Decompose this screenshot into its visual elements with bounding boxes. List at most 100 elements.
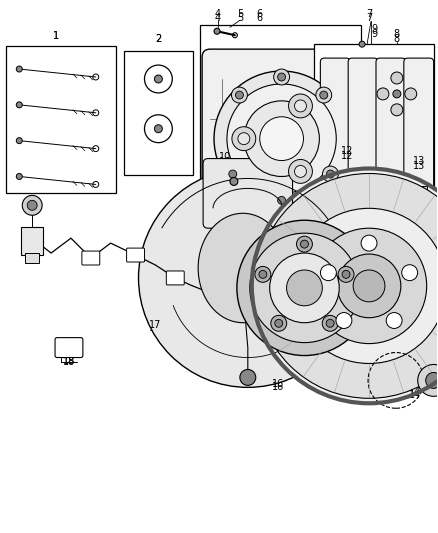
FancyBboxPatch shape	[127, 248, 145, 262]
Text: 17: 17	[149, 322, 162, 333]
Circle shape	[320, 91, 328, 99]
FancyBboxPatch shape	[320, 58, 350, 196]
FancyBboxPatch shape	[203, 158, 293, 228]
Circle shape	[275, 319, 283, 327]
Ellipse shape	[198, 213, 288, 322]
Text: 10: 10	[219, 157, 231, 166]
Circle shape	[274, 69, 290, 85]
Text: 4: 4	[215, 13, 221, 23]
Text: 13: 13	[413, 156, 425, 166]
Text: 12: 12	[341, 151, 353, 160]
Text: 16: 16	[272, 382, 284, 392]
Bar	[200, 25, 361, 230]
Circle shape	[27, 200, 37, 211]
Circle shape	[289, 159, 312, 183]
Circle shape	[225, 166, 241, 182]
Circle shape	[300, 240, 308, 248]
Text: 6: 6	[257, 9, 263, 19]
Circle shape	[214, 71, 349, 206]
Text: 15: 15	[323, 340, 336, 350]
Bar	[327, 187, 343, 198]
Bar	[124, 51, 193, 175]
Text: 15: 15	[323, 343, 336, 352]
Circle shape	[257, 173, 438, 398]
Text: 14: 14	[409, 387, 421, 397]
Circle shape	[338, 266, 354, 282]
Text: 2: 2	[155, 34, 162, 44]
Text: 18: 18	[63, 358, 75, 367]
Circle shape	[16, 138, 22, 144]
Text: 2: 2	[155, 34, 162, 44]
Text: 10: 10	[219, 151, 231, 161]
Circle shape	[294, 165, 307, 177]
Circle shape	[391, 72, 403, 84]
Text: 11: 11	[273, 151, 286, 161]
Circle shape	[311, 228, 427, 344]
Circle shape	[270, 253, 339, 322]
Text: 11: 11	[273, 157, 286, 166]
Circle shape	[359, 41, 365, 47]
Text: 1: 1	[53, 31, 59, 41]
Circle shape	[342, 270, 350, 278]
Text: 6: 6	[257, 13, 263, 23]
Text: 8: 8	[394, 34, 400, 44]
Circle shape	[418, 365, 438, 397]
Bar	[314, 44, 434, 203]
Circle shape	[244, 101, 319, 176]
Circle shape	[236, 91, 244, 99]
Circle shape	[278, 196, 286, 204]
Circle shape	[259, 270, 267, 278]
Text: 7: 7	[366, 13, 372, 23]
Text: 9: 9	[371, 29, 377, 39]
Circle shape	[278, 73, 286, 81]
Circle shape	[16, 173, 22, 180]
Text: 9: 9	[371, 24, 377, 34]
Circle shape	[336, 312, 352, 328]
Text: 5: 5	[237, 9, 243, 19]
Circle shape	[337, 254, 401, 318]
Circle shape	[271, 316, 287, 331]
Circle shape	[214, 28, 220, 34]
Text: 14: 14	[409, 390, 421, 400]
FancyBboxPatch shape	[404, 58, 434, 196]
Circle shape	[377, 88, 389, 100]
Circle shape	[232, 87, 247, 103]
Circle shape	[322, 166, 339, 182]
FancyBboxPatch shape	[202, 49, 361, 228]
Circle shape	[361, 235, 377, 251]
Text: 5: 5	[237, 13, 243, 23]
Circle shape	[321, 265, 336, 281]
Circle shape	[232, 127, 256, 151]
Bar	[355, 187, 371, 198]
Circle shape	[229, 170, 237, 178]
Circle shape	[16, 66, 22, 72]
Text: 17: 17	[149, 320, 162, 330]
Circle shape	[391, 104, 403, 116]
Circle shape	[237, 220, 372, 356]
Text: 13: 13	[413, 160, 425, 171]
Circle shape	[294, 100, 307, 112]
Circle shape	[255, 266, 271, 282]
Circle shape	[386, 312, 402, 328]
Circle shape	[230, 177, 238, 185]
Bar	[411, 187, 427, 198]
Text: 4: 4	[215, 9, 221, 19]
Circle shape	[326, 170, 334, 178]
FancyBboxPatch shape	[82, 251, 100, 265]
Circle shape	[250, 233, 359, 343]
Circle shape	[363, 83, 369, 89]
Circle shape	[155, 125, 162, 133]
Text: 7: 7	[366, 9, 372, 19]
Circle shape	[316, 87, 332, 103]
Circle shape	[322, 316, 338, 331]
Text: 18: 18	[63, 356, 75, 366]
Circle shape	[22, 196, 42, 215]
Circle shape	[240, 369, 256, 385]
Bar	[25, 253, 39, 263]
FancyBboxPatch shape	[348, 58, 378, 196]
Circle shape	[297, 236, 312, 252]
FancyBboxPatch shape	[55, 337, 83, 358]
Circle shape	[138, 168, 357, 387]
Circle shape	[405, 88, 417, 100]
Circle shape	[393, 90, 401, 98]
